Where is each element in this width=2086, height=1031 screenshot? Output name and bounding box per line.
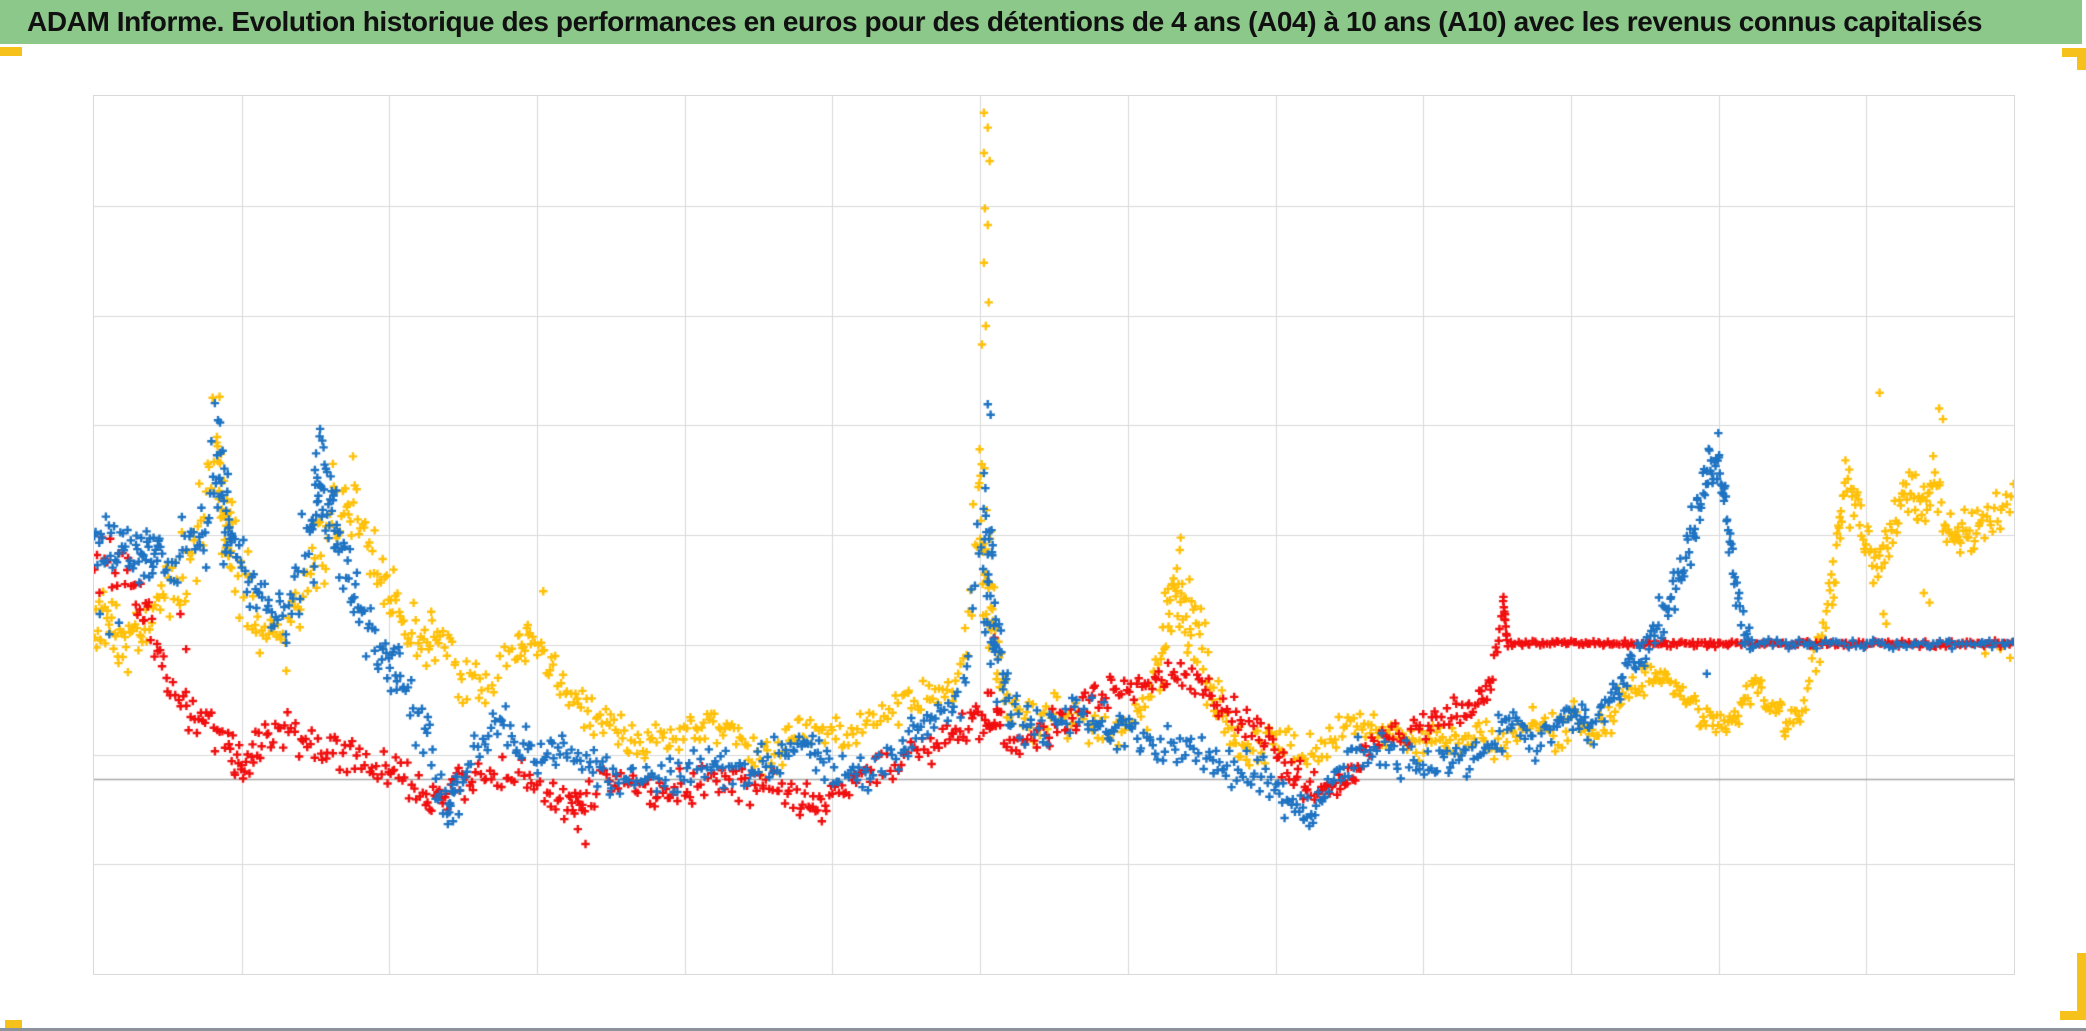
yellow-accent-top-right-vertical: [2077, 48, 2086, 70]
plot-area: [93, 95, 2015, 975]
yellow-accent-top-right-horizontal: [2062, 48, 2086, 57]
chart-title: ADAM Informe. Evolution historique des p…: [27, 6, 1983, 37]
yellow-accent-bottom-right-foot: [2060, 1011, 2086, 1020]
bottom-divider: [0, 1028, 2086, 1031]
yellow-accent-bottom-left: [5, 1020, 22, 1029]
yellow-accent-bottom-right-vertical: [2077, 953, 2086, 1020]
scatter-chart-canvas: [94, 96, 2014, 974]
chart-title-bar: ADAM Informe. Evolution historique des p…: [0, 0, 2082, 44]
yellow-accent-top-left: [0, 47, 22, 56]
